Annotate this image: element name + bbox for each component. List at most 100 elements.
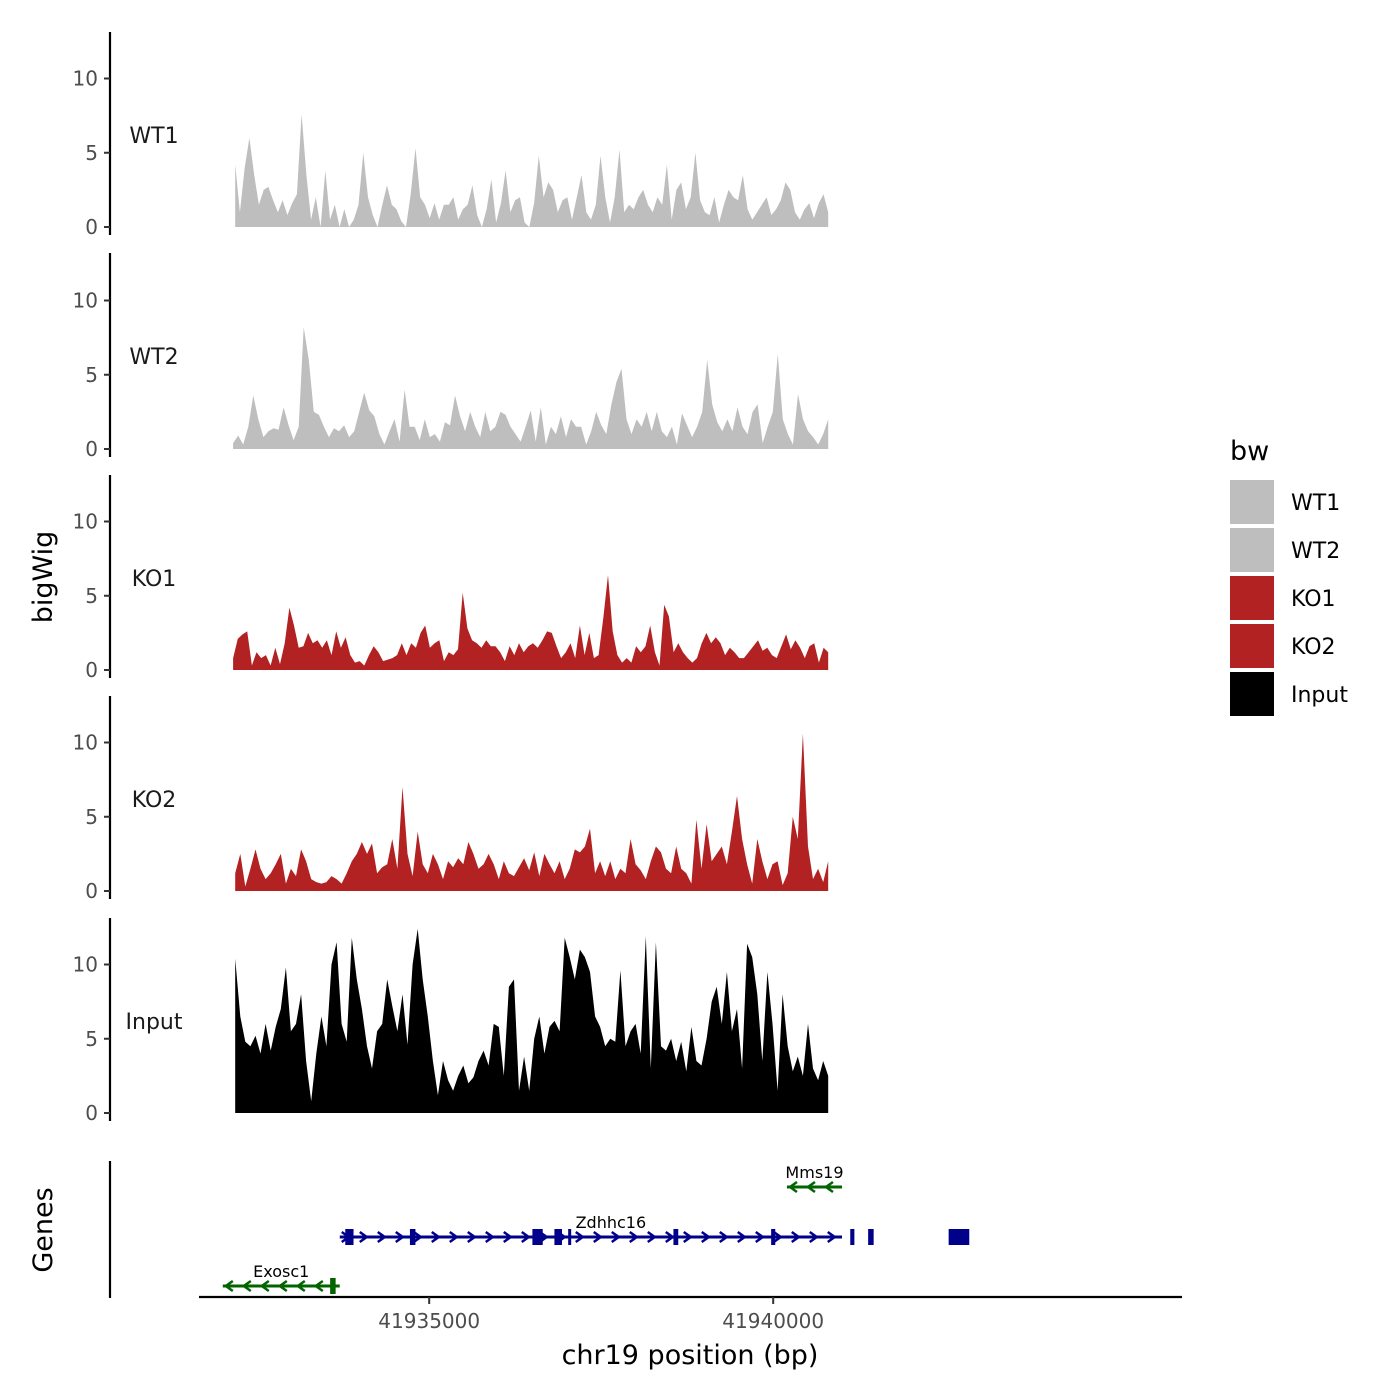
x-tick-label: 41935000 xyxy=(378,1309,480,1333)
strand-arrow xyxy=(295,1279,306,1293)
track-ko2: 0 5 10 KO2 xyxy=(73,696,829,903)
y-tick-label: 10 xyxy=(73,731,98,755)
y-tick-label: 10 xyxy=(73,67,98,91)
strand-arrow xyxy=(593,1230,603,1244)
y-tick-label: 5 xyxy=(85,805,98,829)
strand-arrow xyxy=(809,1230,819,1244)
coverage-area-ko1 xyxy=(233,575,829,670)
exon xyxy=(948,1229,970,1245)
legend-entry-wt2: WT2 xyxy=(1230,528,1340,572)
track-ko1: 0 5 10 KO1 xyxy=(73,475,829,682)
x-tick-label: 41940000 xyxy=(722,1309,824,1333)
track-label: WT1 xyxy=(129,124,178,149)
strand-arrow xyxy=(485,1230,495,1244)
legend-entry-ko2: KO2 xyxy=(1230,624,1336,668)
gene-label: Mms19 xyxy=(785,1163,843,1182)
strand-arrow xyxy=(647,1230,657,1244)
strand-arrow xyxy=(313,1279,324,1293)
strand-arrow xyxy=(719,1230,729,1244)
strand-arrow xyxy=(665,1230,675,1244)
legend-title: bw xyxy=(1230,436,1269,467)
strand-arrow xyxy=(395,1230,405,1244)
legend: bw WT1 WT2 KO1 KO2 Input xyxy=(1230,436,1348,716)
strand-arrow xyxy=(413,1230,423,1244)
strand-arrow xyxy=(277,1279,288,1293)
exon xyxy=(868,1229,874,1245)
legend-swatch xyxy=(1230,528,1274,572)
legend-swatch xyxy=(1230,480,1274,524)
y-axis-title: bigWig xyxy=(28,531,59,624)
y-tick-label: 0 xyxy=(85,1101,98,1125)
exon xyxy=(554,1229,562,1245)
genes-axis-title: Genes xyxy=(28,1187,59,1272)
y-tick-label: 5 xyxy=(85,363,98,387)
exon xyxy=(409,1229,416,1245)
axes: bigWig Genes chr19 position (bp) 4193500… xyxy=(28,531,1182,1371)
strand-arrow xyxy=(241,1279,252,1293)
gene-label: Zdhhc16 xyxy=(576,1213,647,1232)
track-wt2: 0 5 10 WT2 xyxy=(73,253,829,461)
gene-exosc1: Exosc1 xyxy=(222,1262,340,1294)
strand-arrow xyxy=(787,1180,798,1194)
y-tick-label: 0 xyxy=(85,437,98,461)
strand-arrow xyxy=(467,1230,477,1244)
strand-arrow xyxy=(521,1230,531,1244)
coverage-area-ko2 xyxy=(235,733,829,891)
track-wt1: 0 5 10 WT1 xyxy=(73,32,829,239)
exon xyxy=(345,1229,354,1245)
legend-label: WT2 xyxy=(1291,539,1340,564)
strand-arrow xyxy=(701,1230,711,1244)
legend-label: KO2 xyxy=(1291,635,1336,660)
legend-entry-ko1: KO1 xyxy=(1230,576,1336,620)
y-tick-label: 0 xyxy=(85,215,98,239)
strand-arrow xyxy=(377,1230,387,1244)
track-label: KO1 xyxy=(132,567,177,592)
y-tick-label: 5 xyxy=(85,141,98,165)
strand-arrow xyxy=(791,1230,801,1244)
genes-panel: Mms19 Zdhhc16 Exosc1 xyxy=(108,1161,970,1298)
exon xyxy=(532,1229,543,1245)
strand-arrow xyxy=(259,1279,270,1293)
legend-swatch xyxy=(1230,672,1274,716)
gene-label: Exosc1 xyxy=(253,1262,309,1281)
strand-arrow xyxy=(737,1230,747,1244)
strand-arrow xyxy=(503,1230,513,1244)
exon xyxy=(330,1278,336,1294)
coverage-area-wt1 xyxy=(235,114,829,227)
legend-label: KO1 xyxy=(1291,587,1336,612)
track-label: WT2 xyxy=(129,345,178,370)
exon xyxy=(850,1229,855,1245)
strand-arrow xyxy=(449,1230,459,1244)
strand-arrow xyxy=(827,1230,837,1244)
y-tick-label: 10 xyxy=(73,953,98,977)
legend-swatch xyxy=(1230,624,1274,668)
y-tick-label: 10 xyxy=(73,510,98,534)
track-label: Input xyxy=(126,1010,183,1035)
legend-entry-input: Input xyxy=(1230,672,1348,716)
strand-arrow xyxy=(823,1180,834,1194)
y-tick-label: 5 xyxy=(85,584,98,608)
y-tick-label: 5 xyxy=(85,1027,98,1051)
track-label: KO2 xyxy=(132,788,177,813)
exon xyxy=(568,1229,572,1245)
strand-arrow xyxy=(611,1230,621,1244)
y-tick-label: 10 xyxy=(73,289,98,313)
coverage-tracks: 0 5 10 WT1 0 5 10 WT2 0 5 10 KO1 0 5 10 KO2 0 5 10 Input xyxy=(73,32,829,1125)
exon xyxy=(673,1229,679,1245)
strand-arrow xyxy=(223,1279,234,1293)
legend-label: Input xyxy=(1291,683,1348,708)
coverage-area-input xyxy=(235,928,829,1113)
legend-swatch xyxy=(1230,576,1274,620)
strand-arrow xyxy=(805,1180,816,1194)
strand-arrow xyxy=(629,1230,639,1244)
track-input: 0 5 10 Input xyxy=(73,918,829,1125)
legend-entry-wt1: WT1 xyxy=(1230,480,1340,524)
strand-arrow xyxy=(755,1230,765,1244)
strand-arrow xyxy=(359,1230,369,1244)
strand-arrow xyxy=(575,1230,585,1244)
gene-zdhhc16: Zdhhc16 xyxy=(339,1213,970,1245)
y-tick-label: 0 xyxy=(85,879,98,903)
exon xyxy=(771,1229,776,1245)
strand-arrow xyxy=(431,1230,441,1244)
